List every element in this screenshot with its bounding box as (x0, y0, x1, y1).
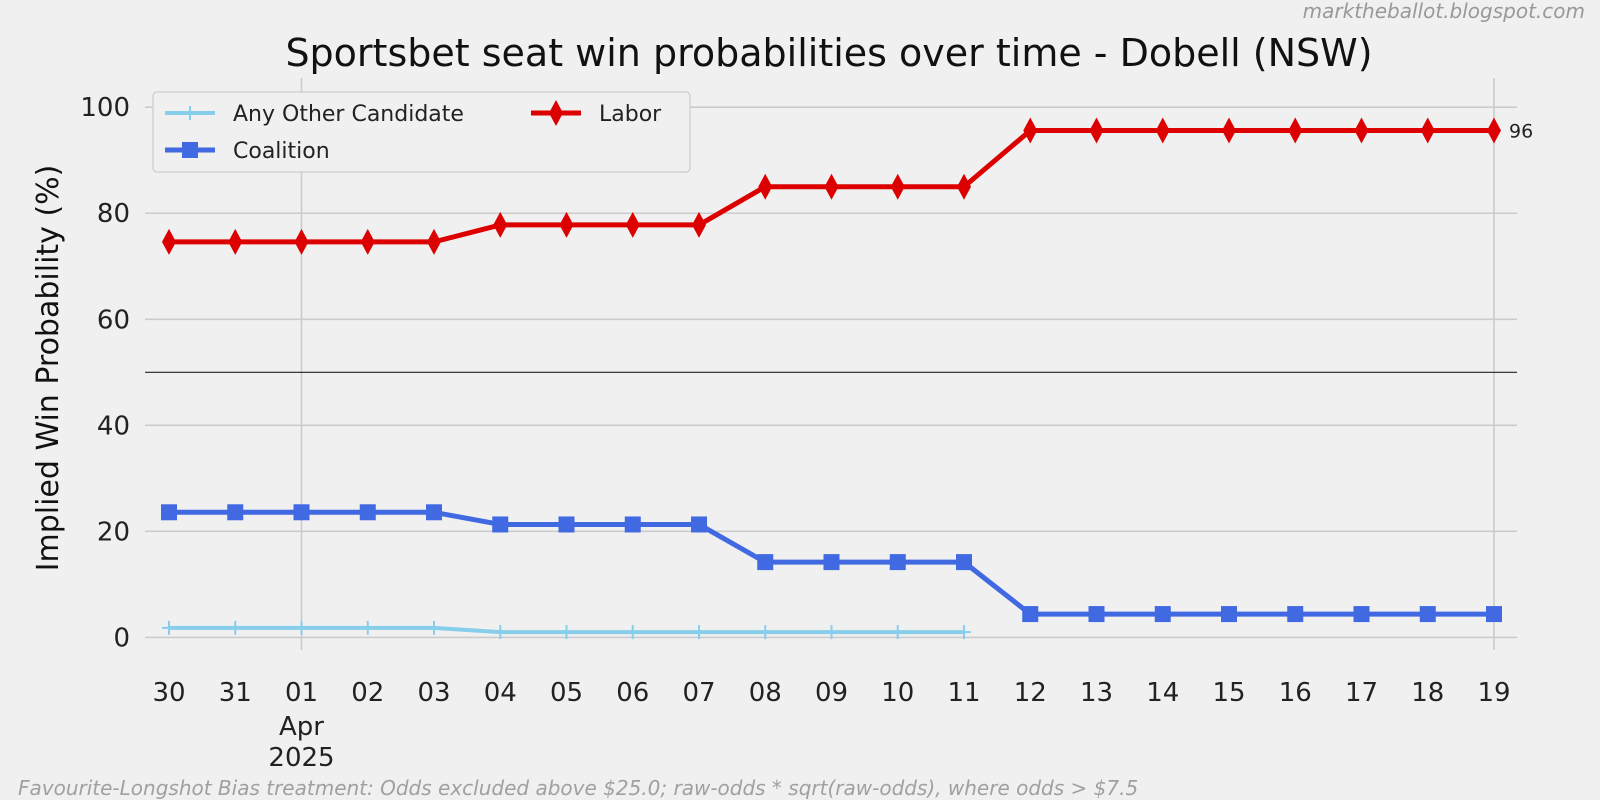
x-tick-label: 19 (1477, 678, 1510, 708)
x-tick-label: 13 (1080, 678, 1113, 708)
data-point-square (1154, 606, 1171, 623)
data-point-diamond (625, 211, 640, 238)
x-tick-label: 11 (947, 678, 980, 708)
x-tick-label: 14 (1146, 678, 1179, 708)
data-point-diamond (360, 228, 375, 255)
x-tick-label: 17 (1345, 678, 1378, 708)
data-point-square (558, 516, 575, 533)
y-tick-label: 60 (97, 305, 130, 335)
y-tick-label: 40 (97, 411, 130, 441)
chart-title: Sportsbet seat win probabilities over ti… (285, 31, 1372, 75)
x-tick-label: 18 (1411, 678, 1444, 708)
legend: Any Other Candidate Coalition Labor (152, 91, 691, 173)
data-point-diamond (1288, 117, 1303, 144)
credit-text: marktheballot.blogspot.com (1303, 0, 1585, 23)
data-point-square (182, 142, 198, 158)
y-ticks: 0 20 40 60 80 100 (80, 93, 130, 653)
data-point-diamond (1023, 117, 1038, 144)
data-point-diamond (1155, 117, 1170, 144)
x-ticks: 30 31 01 02 03 04 05 06 07 08 09 10 11 12 13 14 15 16 17 18… (152, 678, 1510, 773)
y-tick-label: 100 (80, 93, 130, 123)
data-point-diamond (549, 100, 563, 126)
x-tick-label: 30 (152, 678, 185, 708)
data-point-square (1287, 606, 1304, 623)
series-group (161, 117, 1502, 640)
data-point-square (293, 504, 310, 521)
end-label-labor: 96 (1509, 121, 1533, 143)
y-tick-label: 0 (113, 623, 130, 653)
series-coalition (161, 504, 1502, 623)
x-tick-label: 16 (1279, 678, 1312, 708)
data-point-square (1353, 606, 1370, 623)
data-point-diamond (493, 211, 508, 238)
legend-item: Labor (531, 100, 662, 127)
legend-label: Coalition (233, 139, 330, 164)
x-tick-label: 02 (351, 678, 384, 708)
x-tick-label: 03 (417, 678, 450, 708)
data-point-square (227, 504, 244, 521)
data-point-diamond (1089, 117, 1104, 144)
x-month-label: Apr (279, 712, 324, 742)
data-point-square (757, 554, 774, 571)
x-tick-label: 09 (815, 678, 848, 708)
data-point-diamond (758, 173, 773, 200)
data-point-square (823, 554, 840, 571)
data-point-diamond (1354, 117, 1369, 144)
data-point-square (161, 504, 177, 521)
data-point-square (1221, 606, 1237, 623)
data-point-diamond (162, 228, 176, 255)
x-tick-label: 12 (1014, 678, 1047, 708)
x-tick-label: 31 (219, 678, 252, 708)
end-labels: 96 (1509, 121, 1533, 143)
x-tick-label: 06 (616, 678, 649, 708)
data-point-square (492, 516, 509, 533)
data-point-square (1088, 606, 1105, 623)
y-axis-label: Implied Win Probability (%) (31, 165, 66, 572)
data-point-square (956, 554, 972, 571)
y-tick-label: 80 (97, 199, 130, 229)
x-tick-label: 08 (749, 678, 782, 708)
data-point-diamond (559, 211, 574, 238)
x-tick-label: 04 (484, 678, 517, 708)
x-tick-label: 05 (550, 678, 583, 708)
data-point-square (624, 516, 641, 533)
data-point-diamond (957, 173, 971, 200)
series-labor (162, 117, 1501, 255)
data-point-square (359, 504, 376, 521)
data-point-square (1419, 606, 1436, 623)
data-point-diamond (228, 228, 243, 255)
legend-item: Coalition (165, 139, 330, 164)
data-point-square (1022, 606, 1039, 623)
data-point-square (889, 554, 906, 571)
data-point-diamond (692, 211, 706, 238)
y-tick-label: 20 (97, 517, 130, 547)
x-tick-label: 01 (285, 678, 318, 708)
data-point-diamond (1420, 117, 1435, 144)
legend-label: Any Other Candidate (233, 102, 464, 127)
data-point-diamond (294, 228, 309, 255)
series-any-other-candidate (162, 620, 971, 640)
x-tick-label: 15 (1212, 678, 1245, 708)
data-point-diamond (1487, 117, 1501, 144)
data-point-square (1486, 606, 1502, 623)
data-point-diamond (427, 228, 441, 255)
data-point-square (691, 516, 707, 533)
footnote: Favourite-Longshot Bias treatment: Odds … (18, 776, 1138, 800)
data-point-diamond (1222, 117, 1236, 144)
x-tick-label: 10 (881, 678, 914, 708)
data-point-diamond (824, 173, 839, 200)
legend-label: Labor (599, 102, 662, 127)
data-point-diamond (890, 173, 905, 200)
x-year-label: 2025 (268, 743, 334, 773)
legend-item: Any Other Candidate (165, 102, 464, 127)
data-point-square (426, 504, 442, 521)
x-tick-label: 07 (682, 678, 715, 708)
